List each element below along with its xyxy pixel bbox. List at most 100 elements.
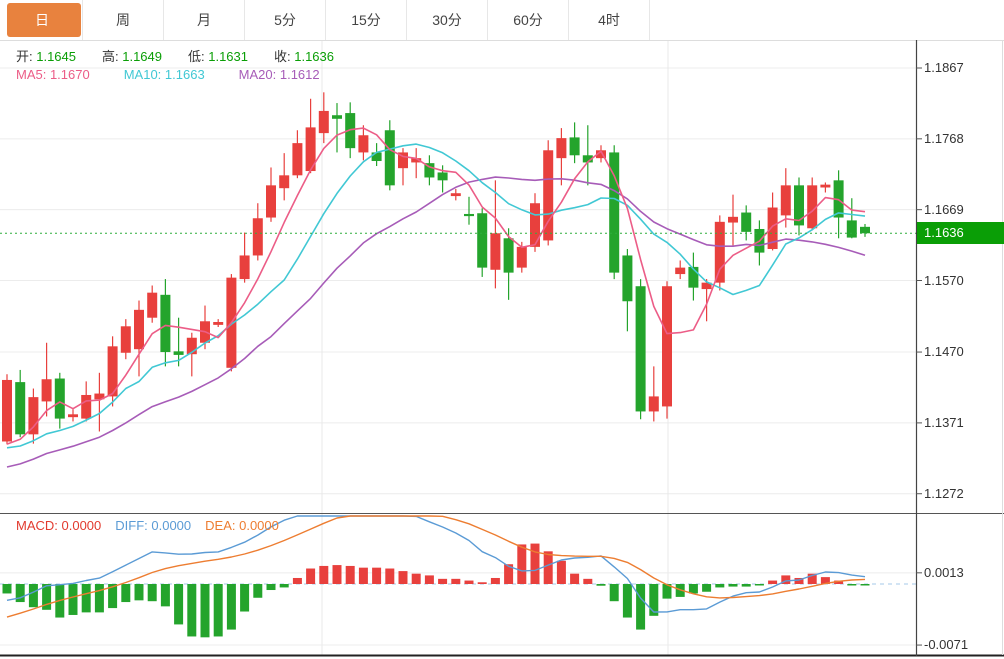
ma20-line bbox=[6, 176, 866, 468]
header-diff-label: DIFF: bbox=[115, 518, 148, 533]
candle-body bbox=[450, 193, 461, 197]
macd-bar bbox=[702, 584, 712, 592]
tab-15min[interactable]: 15分 bbox=[326, 0, 407, 40]
macd-bar bbox=[807, 573, 817, 584]
tab-day[interactable]: 日 bbox=[2, 0, 83, 40]
candle-body bbox=[41, 379, 52, 402]
tab-week[interactable]: 周 bbox=[83, 0, 164, 40]
macd-bar bbox=[596, 584, 606, 586]
header-low-label: 低: bbox=[188, 49, 205, 64]
macd-bar bbox=[292, 577, 302, 584]
macd-panel[interactable] bbox=[0, 515, 916, 638]
macd-bar bbox=[768, 580, 778, 584]
candle-body bbox=[622, 255, 633, 302]
candle-body bbox=[332, 115, 342, 119]
candle-body bbox=[648, 396, 659, 412]
candle-body bbox=[371, 152, 382, 162]
candle-body bbox=[94, 393, 105, 400]
candle-body bbox=[714, 221, 725, 283]
tab-label: 60分 bbox=[513, 12, 543, 28]
tab-month[interactable]: 月 bbox=[164, 0, 245, 40]
candle-body bbox=[635, 286, 646, 412]
macd-bar bbox=[2, 584, 12, 594]
header-ma5-label: MA5: bbox=[16, 67, 47, 82]
diff-line bbox=[6, 515, 866, 613]
macd-bar bbox=[411, 573, 421, 584]
macd-bar bbox=[728, 584, 738, 587]
macd-bar bbox=[649, 584, 659, 616]
macd-bar bbox=[794, 577, 804, 584]
header-ma10-value: 1.1663 bbox=[161, 67, 205, 82]
candle-body bbox=[15, 382, 26, 435]
price-axis-label: 1.1470 bbox=[924, 344, 964, 360]
candle-body bbox=[609, 152, 620, 273]
header-dea-value: 0.0000 bbox=[235, 518, 279, 533]
price-axis-label: 1.1867 bbox=[924, 60, 964, 75]
candle-body bbox=[464, 213, 474, 217]
header-close: 收: 1.1636 bbox=[274, 49, 334, 64]
macd-bar bbox=[609, 584, 619, 602]
candle-body bbox=[134, 309, 144, 350]
candle-body bbox=[318, 110, 329, 134]
current-price-tag: 1.1636 bbox=[917, 222, 1004, 245]
macd-bar bbox=[266, 584, 276, 591]
macd-bar bbox=[820, 577, 830, 584]
candle-body bbox=[398, 152, 408, 169]
header-macd-label: MACD: bbox=[16, 518, 58, 533]
header-ma5-value: 1.1670 bbox=[46, 67, 90, 82]
tab-4hour[interactable]: 4时 bbox=[569, 0, 650, 40]
header-high-label: 高: bbox=[102, 49, 119, 64]
candle-body bbox=[807, 185, 818, 229]
macd-bar bbox=[240, 584, 250, 612]
macd-bar bbox=[583, 578, 593, 584]
header-high-value: 1.1649 bbox=[118, 49, 162, 64]
candle-body bbox=[252, 218, 263, 256]
tab-5min[interactable]: 5分 bbox=[245, 0, 326, 40]
candle-body bbox=[54, 378, 65, 419]
candle-body bbox=[675, 267, 686, 275]
candle-body bbox=[662, 286, 672, 407]
header-ma10: MA10: 1.1663 bbox=[124, 67, 205, 82]
macd-bar bbox=[847, 584, 857, 586]
macd-bar bbox=[121, 584, 131, 603]
tab-label: 15分 bbox=[351, 12, 381, 28]
macd-bar bbox=[187, 584, 197, 637]
price-axis-label: 1.1272 bbox=[924, 485, 964, 501]
candle-body bbox=[120, 326, 131, 353]
macd-bar bbox=[477, 582, 487, 584]
candle-body bbox=[266, 185, 276, 218]
tab-label: 30分 bbox=[432, 12, 462, 28]
macd-bar bbox=[134, 584, 144, 601]
price-panel[interactable] bbox=[0, 92, 916, 468]
macd-bar bbox=[741, 584, 751, 587]
macd-bar bbox=[490, 577, 500, 584]
macd-bar bbox=[715, 584, 725, 588]
candle-body bbox=[384, 130, 395, 186]
ohlc-header: 开: 1.1645 高: 1.1649 低: 1.1631 收: 1.1636 bbox=[16, 46, 360, 65]
tab-30min[interactable]: 30分 bbox=[407, 0, 488, 40]
candle-body bbox=[424, 163, 435, 178]
macd-bar bbox=[556, 560, 566, 584]
candle-body bbox=[846, 220, 857, 238]
tab-label: 月 bbox=[197, 12, 211, 28]
candle-body bbox=[292, 143, 303, 176]
candle-body bbox=[345, 113, 356, 149]
candle-body bbox=[107, 346, 118, 397]
header-dea: DEA: 0.0000 bbox=[205, 518, 279, 533]
candle-body bbox=[68, 414, 78, 418]
price-axis-label: 1.1669 bbox=[924, 201, 964, 217]
macd-bar bbox=[438, 578, 448, 584]
candle-body bbox=[437, 172, 448, 181]
header-close-value: 1.1636 bbox=[290, 49, 334, 64]
macd-bar bbox=[174, 584, 184, 625]
header-ma5: MA5: 1.1670 bbox=[16, 67, 90, 82]
price-axis-label: 1.1768 bbox=[924, 130, 964, 146]
candle-body bbox=[477, 213, 488, 268]
candle-body bbox=[490, 233, 501, 270]
tab-60min[interactable]: 60分 bbox=[488, 0, 569, 40]
candle-body bbox=[728, 216, 738, 223]
macd-bar bbox=[15, 584, 25, 603]
candle-body bbox=[582, 155, 593, 163]
macd-bar bbox=[332, 565, 342, 584]
macd-bar bbox=[160, 584, 170, 607]
